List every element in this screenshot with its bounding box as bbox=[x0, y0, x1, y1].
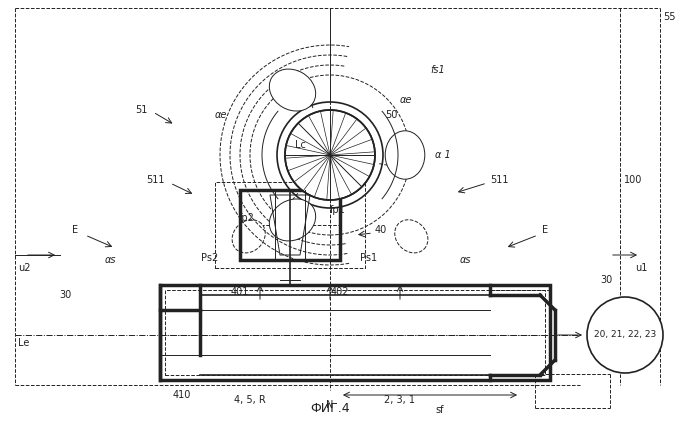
Text: Ps1: Ps1 bbox=[360, 253, 377, 263]
Ellipse shape bbox=[385, 131, 425, 179]
Text: fs1: fs1 bbox=[430, 65, 445, 75]
Text: 30: 30 bbox=[59, 290, 72, 300]
Text: 511: 511 bbox=[147, 175, 165, 185]
Ellipse shape bbox=[395, 220, 428, 253]
Text: ФИГ.4: ФИГ.4 bbox=[310, 402, 350, 415]
Circle shape bbox=[587, 297, 663, 373]
Text: 51: 51 bbox=[136, 105, 148, 115]
Text: αe: αe bbox=[215, 110, 227, 120]
Text: u1: u1 bbox=[635, 263, 647, 273]
Text: 401: 401 bbox=[231, 287, 249, 297]
Text: 402: 402 bbox=[331, 287, 350, 297]
Text: u2: u2 bbox=[18, 263, 31, 273]
Text: Le: Le bbox=[18, 338, 29, 348]
Bar bbox=[240, 190, 340, 260]
Text: αe: αe bbox=[400, 95, 412, 105]
Bar bbox=[160, 285, 550, 380]
Text: 410: 410 bbox=[173, 390, 192, 400]
Ellipse shape bbox=[269, 69, 316, 111]
Ellipse shape bbox=[232, 220, 265, 253]
Text: 2, 3, 1: 2, 3, 1 bbox=[384, 395, 415, 405]
Text: Lc: Lc bbox=[294, 140, 305, 150]
Text: E: E bbox=[542, 225, 548, 235]
Text: 511: 511 bbox=[490, 175, 508, 185]
Text: 55: 55 bbox=[663, 12, 675, 22]
Bar bbox=[215, 182, 365, 268]
Text: αs: αs bbox=[105, 255, 117, 265]
Ellipse shape bbox=[269, 199, 316, 241]
Text: 30: 30 bbox=[600, 275, 612, 285]
Text: Ps2: Ps2 bbox=[201, 253, 218, 263]
Text: 4, 5, R: 4, 5, R bbox=[234, 395, 266, 405]
Text: fp2: fp2 bbox=[239, 213, 255, 223]
Text: sf: sf bbox=[435, 405, 445, 415]
Circle shape bbox=[285, 110, 375, 200]
Text: 100: 100 bbox=[624, 175, 642, 185]
Text: 50: 50 bbox=[385, 110, 397, 120]
Text: fp1: fp1 bbox=[330, 205, 346, 215]
Text: 20, 21, 22, 23: 20, 21, 22, 23 bbox=[594, 330, 656, 340]
Text: N: N bbox=[326, 400, 333, 410]
Text: E: E bbox=[72, 225, 78, 235]
Text: αs: αs bbox=[460, 255, 472, 265]
Text: α 1: α 1 bbox=[435, 150, 451, 160]
Text: 40: 40 bbox=[375, 225, 387, 235]
Bar bbox=[165, 290, 545, 375]
